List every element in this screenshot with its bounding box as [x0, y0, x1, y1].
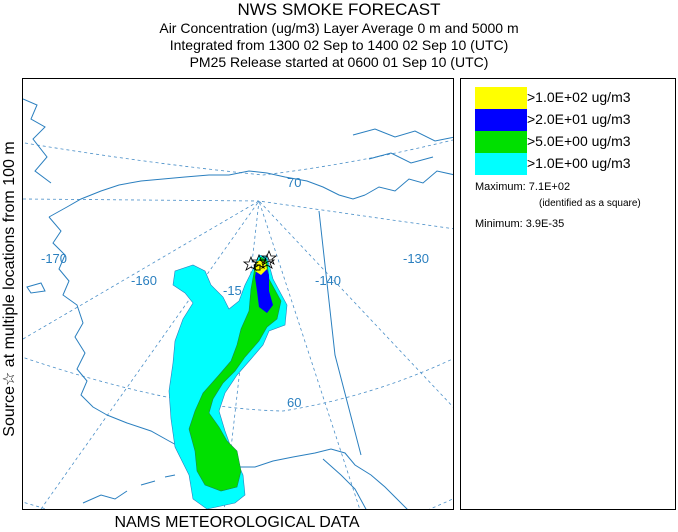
- legend-entry-4: >1.0E+00 ug/m3: [475, 153, 671, 175]
- us-canada-border: [318, 210, 362, 456]
- map-title: NWS SMOKE FORECAST: [237, 0, 441, 19]
- lon-label-150: -15: [223, 283, 242, 298]
- legend-label: >5.0E+00 ug/m3: [527, 133, 631, 149]
- bc-coast: [322, 458, 367, 509]
- alaska-west-coast: [48, 216, 108, 416]
- aleutian-islands: [82, 474, 176, 504]
- maximum-square-marker: [254, 264, 261, 271]
- legend-label: >1.0E+02 ug/m3: [527, 89, 631, 105]
- plume-level-5: [188, 256, 282, 492]
- st-lawrence-island: [26, 282, 46, 294]
- lon-line-120: [258, 200, 453, 230]
- lat-label-60: 60: [287, 395, 301, 410]
- subtitle-release-start: PM25 Release started at 0600 01 Sep 10 (…: [189, 54, 489, 70]
- map-canvas: 70 60 -170 -160 -15 -140 -130: [23, 98, 453, 509]
- maximum-note: (identified as a square): [539, 198, 641, 209]
- lon-line-180: [23, 198, 260, 202]
- maximum-value: Maximum: 7.1E+02: [475, 181, 571, 193]
- lon-label-170: -170: [41, 251, 67, 266]
- legend-swatch-green: [475, 131, 527, 153]
- minimum-value: Minimum: 3.9E-35: [475, 218, 565, 230]
- lon-label-130: -130: [403, 251, 429, 266]
- smoke-plume: [168, 254, 288, 509]
- legend-panel: >1.0E+02 ug/m3 >2.0E+01 ug/m3 >5.0E+00 u…: [460, 78, 676, 510]
- alaska-north-coast: [48, 170, 366, 218]
- russia-coast: [23, 98, 52, 184]
- legend-swatch-yellow: [475, 87, 527, 109]
- lon-line-150: [223, 200, 260, 509]
- source-star-icon: [260, 249, 278, 265]
- lat-line-70: [23, 139, 453, 176]
- footer-data-source: NAMS METEOROLOGICAL DATA: [114, 514, 360, 531]
- lon-line-130: [258, 200, 453, 408]
- graticule: [23, 139, 453, 509]
- lon-label-160: -160: [131, 273, 157, 288]
- subtitle-concentration: Air Concentration (ug/m3) Layer Average …: [159, 20, 519, 36]
- legend-entry-2: >2.0E+01 ug/m3: [475, 109, 671, 131]
- legend-swatch-cyan: [475, 153, 527, 175]
- source-star-icon: [242, 255, 260, 271]
- lon-line-140: [258, 200, 361, 509]
- alaska-south-coast: [106, 414, 408, 509]
- arctic-islands: [352, 128, 453, 164]
- legend-label: >2.0E+01 ug/m3: [527, 111, 631, 127]
- plume-level-20: [255, 263, 273, 313]
- legend-entry-1: >1.0E+02 ug/m3: [475, 87, 671, 109]
- lon-line-160: [40, 200, 260, 509]
- source-height-label: Source☆ at multiple locations from 100 m: [1, 141, 18, 437]
- legend-label: >1.0E+00 ug/m3: [527, 155, 631, 171]
- subtitle-integration-period: Integrated from 1300 02 Sep to 1400 02 S…: [169, 37, 509, 53]
- legend-entry-3: >5.0E+00 ug/m3: [475, 131, 671, 153]
- lat-line-60: [23, 356, 453, 412]
- lon-label-140: -140: [315, 273, 341, 288]
- coastlines: [23, 98, 453, 509]
- legend-swatch-blue: [475, 109, 527, 131]
- canada-arctic-coast: [364, 170, 453, 196]
- lat-label-70: 70: [287, 175, 301, 190]
- map-panel: 70 60 -170 -160 -15 -140 -130: [22, 78, 454, 510]
